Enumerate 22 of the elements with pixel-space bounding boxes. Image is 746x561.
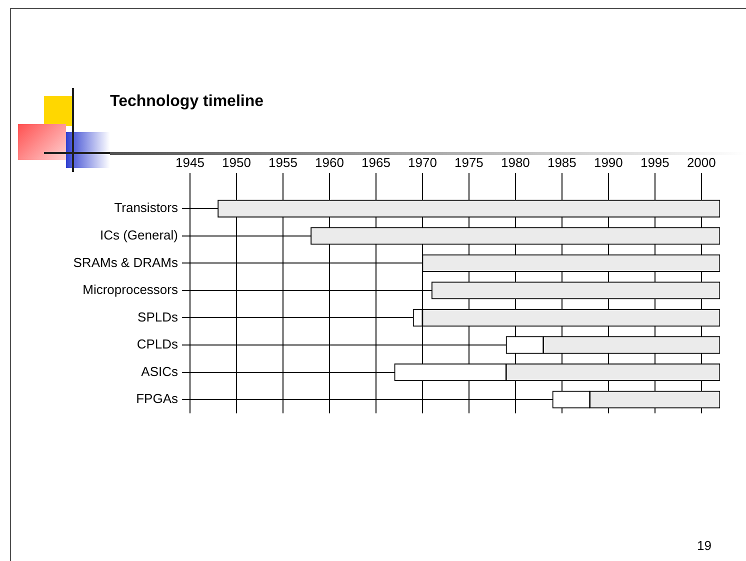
x-tick-label: 1990 <box>594 154 623 170</box>
x-tick-label: 1985 <box>547 154 576 170</box>
x-tick-label: 1980 <box>500 154 530 170</box>
x-tick-label: 1970 <box>408 154 437 170</box>
x-tick-label: 1975 <box>454 154 484 170</box>
x-tick-label: 1945 <box>176 154 204 170</box>
y-tick-label: CPLDs <box>136 336 178 352</box>
x-tick-label: 2000 <box>686 154 716 170</box>
x-tick-label: 1960 <box>315 154 344 170</box>
y-tick-label: ICs (General) <box>100 227 178 242</box>
y-tick-label: SRAMs & DRAMs <box>73 254 178 270</box>
y-tick-label: SPLDs <box>138 309 178 324</box>
y-tick-label: Microprocessors <box>82 282 178 298</box>
chart-title: Technology timeline <box>110 93 264 111</box>
y-tick-label: FPGAs <box>136 391 178 406</box>
y-tick-label: ASICs <box>141 364 178 379</box>
x-tick-label: 1965 <box>362 154 390 170</box>
x-tick-label: 1995 <box>640 154 670 170</box>
text: 19 <box>697 538 712 553</box>
y-tick-label: Transistors <box>114 200 178 216</box>
x-tick-label: 1950 <box>222 154 251 170</box>
x-tick-label: 1955 <box>268 154 298 170</box>
